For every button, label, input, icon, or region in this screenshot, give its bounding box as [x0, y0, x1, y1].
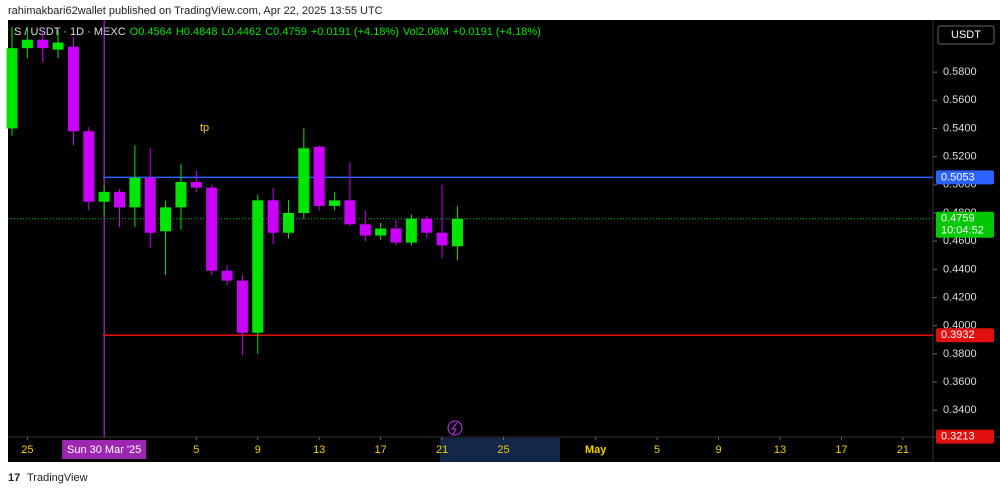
candle-body	[344, 200, 356, 225]
last-price-label: 0.4759	[941, 213, 975, 225]
x-tick-label: 17	[835, 444, 847, 456]
candle-body	[190, 182, 202, 188]
candle-body	[6, 48, 18, 129]
candle-body	[451, 218, 463, 247]
candle-body	[83, 131, 95, 202]
candle-body	[267, 200, 279, 233]
legend-item: H0.4848	[176, 26, 218, 38]
x-tick-label: 13	[313, 444, 325, 456]
candle-body	[282, 213, 294, 233]
candle-body	[375, 228, 387, 236]
bottom-price-label-bg	[936, 429, 994, 444]
y-tick-label: 0.3600	[943, 376, 977, 388]
candle-body	[52, 42, 64, 50]
crosshair-label-bg	[62, 440, 147, 459]
range-highlight	[440, 438, 560, 462]
candle-body	[236, 280, 248, 333]
candle-body	[359, 224, 371, 236]
hline-price-label-bg	[936, 170, 994, 185]
candle-body	[421, 218, 433, 233]
candle-body	[114, 191, 126, 208]
currency-box	[937, 25, 995, 45]
x-tick-label: 5	[654, 444, 660, 456]
x-tick-label: 9	[715, 444, 721, 456]
x-tick-label: 9	[255, 444, 261, 456]
candle-body	[160, 207, 172, 232]
footer: TradingView	[27, 472, 88, 484]
candle-body	[129, 177, 141, 208]
candle-body	[390, 228, 402, 243]
y-tick-label: 0.4200	[943, 291, 977, 303]
countdown: 10:04:52	[941, 225, 984, 237]
x-tick-label: 25	[497, 444, 509, 456]
last-price-label-bg	[936, 211, 994, 238]
y-tick-label: 0.3400	[943, 404, 977, 416]
header-text: rahimakbari62wallet published on Trading…	[8, 5, 383, 17]
hline-price-label-bg	[936, 328, 994, 343]
bottom-price-label: 0.3213	[941, 430, 975, 442]
legend-item: L0.4462	[221, 26, 261, 38]
y-tick-label: 0.5400	[943, 122, 977, 134]
x-tick-label: 17	[375, 444, 387, 456]
candle-body	[175, 182, 187, 208]
x-tick-label: Sun 30 Mar '25	[67, 444, 141, 456]
x-tick-label: 5	[193, 444, 199, 456]
hline-price-label: 0.5053	[941, 171, 975, 183]
candle-body	[98, 191, 110, 202]
legend-item: +0.0191 (+4.18%)	[453, 26, 541, 38]
candle-body	[298, 148, 310, 214]
y-tick-label: 0.5600	[943, 94, 977, 106]
candle-body	[67, 46, 79, 132]
legend-item: C0.4759	[265, 26, 307, 38]
candle-body	[329, 200, 341, 206]
candle-body	[206, 187, 218, 271]
legend-item: S / USDT · 1D · MEXC	[14, 26, 126, 38]
annotation: tp	[200, 122, 209, 134]
legend-item: Vol2.06M	[403, 26, 449, 38]
y-tick-label: 0.5800	[943, 66, 977, 78]
candle-body	[221, 270, 233, 281]
candle-body	[405, 218, 417, 243]
candle-body	[313, 146, 325, 206]
currency: USDT	[951, 29, 981, 41]
x-tick-label: 13	[774, 444, 786, 456]
x-tick-label: May	[585, 444, 607, 456]
x-tick-label: 21	[897, 444, 909, 456]
alert-icon	[447, 420, 463, 436]
y-tick-label: 0.5200	[943, 151, 977, 163]
legend-item: O0.4564	[130, 26, 172, 38]
candle-body	[436, 232, 448, 246]
hline-price-label: 0.3932	[941, 329, 975, 341]
y-tick-label: 0.3800	[943, 348, 977, 360]
candle-body	[37, 39, 49, 49]
y-tick-label: 0.4400	[943, 263, 977, 275]
candle-body	[252, 200, 264, 333]
alert-icon-bolt	[450, 422, 458, 435]
x-tick-label: 25	[21, 444, 33, 456]
x-tick-label: 21	[436, 444, 448, 456]
y-tick-label: 0.4600	[943, 235, 977, 247]
candle-body	[144, 177, 156, 233]
logo-mark: 17	[8, 472, 20, 484]
legend-item: +0.0191 (+4.18%)	[311, 26, 399, 38]
candle-body	[21, 39, 33, 49]
